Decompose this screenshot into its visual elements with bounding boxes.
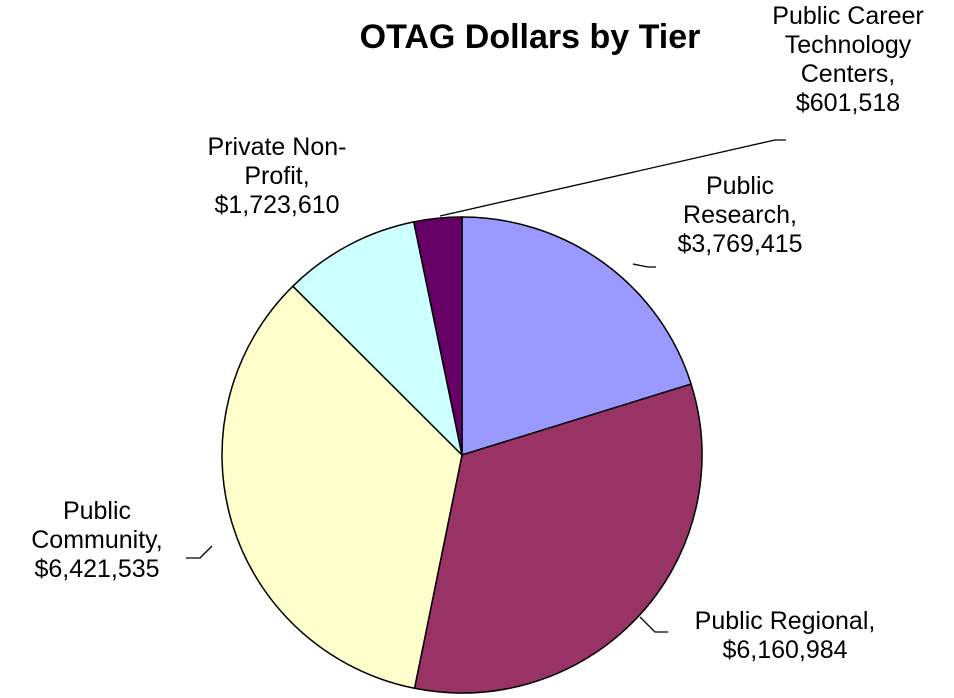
value-label: $1,723,610 xyxy=(214,191,340,219)
pie-slice xyxy=(291,220,464,458)
slice-label: Public Research, $3,769,415 xyxy=(655,172,825,259)
pie-slice xyxy=(221,285,463,690)
category-label: Public Career Technology Centers, xyxy=(772,2,924,88)
pie-slice xyxy=(461,216,693,457)
value-label: $6,421,535 xyxy=(34,555,160,583)
leader-line xyxy=(639,616,668,633)
leader-line xyxy=(186,545,213,559)
chart-title: OTAG Dollars by Tier xyxy=(359,18,701,56)
leader-line xyxy=(632,263,656,268)
pie-slice xyxy=(413,383,703,694)
slice-label: Private Non-Profit, $1,723,610 xyxy=(187,133,367,220)
category-label: Public Research, xyxy=(683,172,797,229)
category-label: Public Regional, xyxy=(694,607,876,635)
value-label: $3,769,415 xyxy=(677,230,803,258)
pie-slice xyxy=(412,216,463,456)
category-label: Private Non-Profit, xyxy=(207,133,347,190)
leader-lines xyxy=(186,139,786,633)
slice-label: Public Career Technology Centers, $601,5… xyxy=(748,2,948,118)
slice-label: Public Community, $6,421,535 xyxy=(2,497,192,584)
category-label: Public Community, xyxy=(31,497,163,554)
value-label: $6,160,984 xyxy=(722,636,848,664)
value-label: $601,518 xyxy=(795,89,901,117)
slice-label: Public Regional, $6,160,984 xyxy=(655,607,915,665)
leader-line xyxy=(439,139,786,217)
